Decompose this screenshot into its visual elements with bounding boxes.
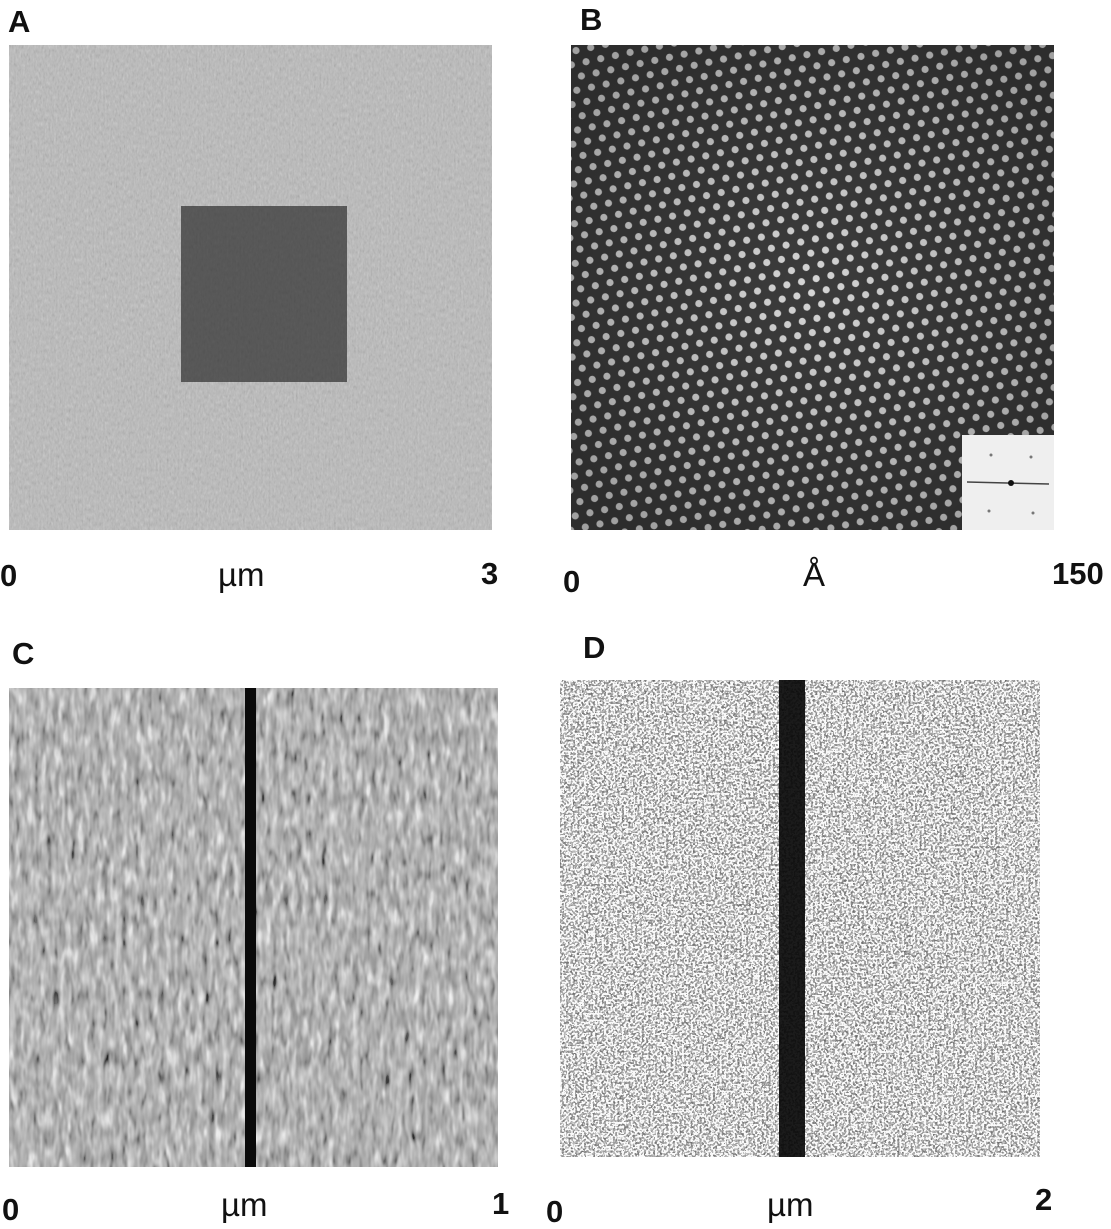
panel-d-letter: D xyxy=(583,630,606,665)
panel-b-image xyxy=(571,45,1054,530)
panel-d-scale-start: 0 xyxy=(546,1194,564,1229)
panel-b-scale-end: 150 xyxy=(1052,556,1104,591)
panel-c-dark-line xyxy=(245,688,256,1167)
panel-a-scale-start: 0 xyxy=(0,558,18,593)
panel-c-scale-unit: µm xyxy=(221,1186,268,1223)
panel-c-scale-start: 0 xyxy=(2,1192,20,1227)
panel-a-scale-end: 3 xyxy=(481,556,499,591)
panel-c-image xyxy=(9,688,498,1167)
panel-c-letter: C xyxy=(12,636,35,671)
panel-d-image xyxy=(560,680,1040,1157)
panel-d-scale-unit: µm xyxy=(767,1186,814,1223)
panel-c-scale-end: 1 xyxy=(492,1186,510,1221)
panel-d-scale-end: 2 xyxy=(1035,1182,1053,1217)
panel-a-image xyxy=(9,45,492,530)
panel-b-scale-start: 0 xyxy=(563,564,581,599)
panel-a-dark-square xyxy=(181,206,347,382)
panel-d-dark-band xyxy=(779,680,805,1157)
panel-b-scale-unit: Å xyxy=(803,556,826,593)
panel-b-letter: B xyxy=(580,2,603,37)
panel-a-scale-unit: µm xyxy=(218,556,265,593)
panel-a-letter: A xyxy=(8,4,31,39)
